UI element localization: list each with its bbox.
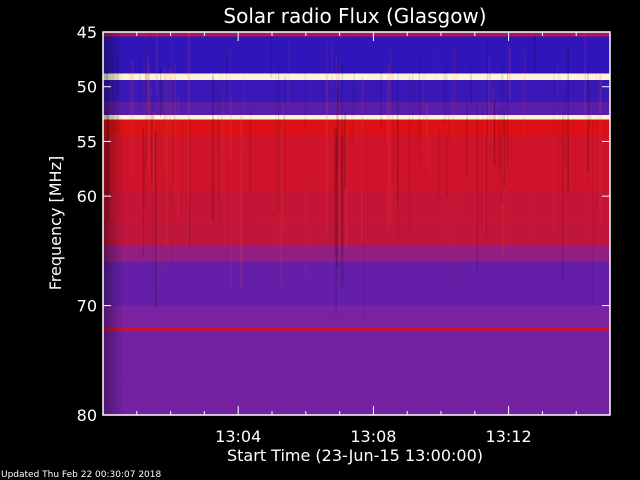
spectrogram-fade: [103, 32, 610, 415]
x-tick-label: 13:08: [350, 427, 396, 446]
chart-title: Solar radio Flux (Glasgow): [223, 4, 486, 28]
y-tick-label: 80: [77, 406, 97, 425]
y-tick-label: 60: [77, 187, 97, 206]
y-axis-ticks: 45 50 55 60 70 80: [77, 23, 610, 425]
x-axis-ticks: 13:04 13:08 13:12: [136, 32, 577, 446]
plot-area: [103, 32, 610, 415]
y-tick-label: 70: [77, 297, 97, 316]
x-tick-label: 13:04: [215, 427, 261, 446]
y-axis-label: Frequency [MHz]: [46, 156, 65, 290]
y-tick-label: 55: [77, 132, 97, 151]
updated-timestamp: Updated Thu Feb 22 00:30:07 2018: [1, 470, 162, 480]
y-tick-label: 45: [77, 23, 97, 42]
x-axis-label: Start Time (23-Jun-15 13:00:00): [227, 446, 483, 465]
plot-frame: [102, 31, 611, 416]
y-tick-label: 50: [77, 78, 97, 97]
x-tick-label: 13:12: [486, 427, 532, 446]
